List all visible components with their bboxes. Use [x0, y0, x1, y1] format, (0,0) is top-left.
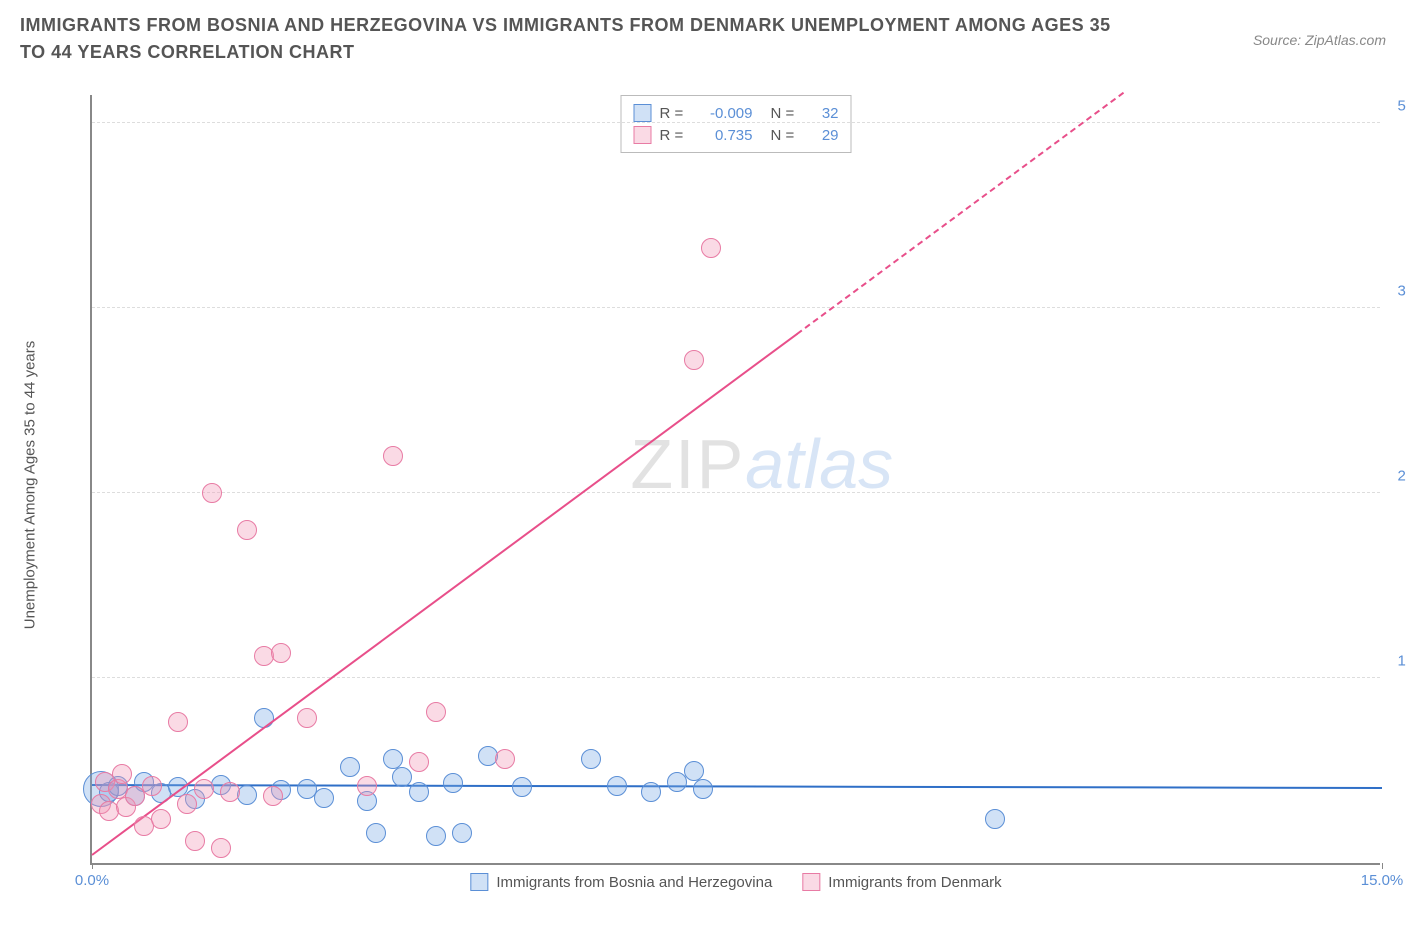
data-point	[392, 767, 412, 787]
legend-swatch	[634, 126, 652, 144]
legend-swatch	[634, 104, 652, 122]
data-point	[211, 838, 231, 858]
data-point	[512, 777, 532, 797]
data-point	[202, 483, 222, 503]
data-point	[314, 788, 334, 808]
data-point	[142, 776, 162, 796]
legend-row: R = 0.735 N = 29	[634, 124, 839, 146]
data-point	[340, 757, 360, 777]
data-point	[409, 782, 429, 802]
data-point	[194, 779, 214, 799]
legend-n-value: 32	[809, 105, 839, 122]
legend-series-label: Immigrants from Bosnia and Herzegovina	[496, 874, 772, 891]
data-point	[357, 776, 377, 796]
data-point	[426, 702, 446, 722]
legend-swatch	[470, 873, 488, 891]
legend-series: Immigrants from Denmark	[802, 873, 1001, 891]
series-legend: Immigrants from Bosnia and Herzegovina Im…	[470, 873, 1001, 891]
data-point	[297, 708, 317, 728]
legend-r-value: 0.735	[698, 127, 753, 144]
data-point	[383, 446, 403, 466]
data-point	[263, 786, 283, 806]
data-point	[426, 826, 446, 846]
x-tick	[1382, 863, 1383, 869]
data-point	[254, 708, 274, 728]
gridline	[92, 677, 1380, 678]
y-tick-label: 50.0%	[1397, 97, 1406, 114]
gridline	[92, 307, 1380, 308]
chart-container: Unemployment Among Ages 35 to 44 years Z…	[60, 95, 1390, 875]
legend-swatch	[802, 873, 820, 891]
data-point	[443, 773, 463, 793]
x-tick-label: 0.0%	[75, 872, 109, 889]
x-tick	[92, 863, 93, 869]
data-point	[985, 809, 1005, 829]
x-tick-label: 15.0%	[1361, 872, 1404, 889]
data-point	[185, 831, 205, 851]
data-point	[581, 749, 601, 769]
correlation-legend: R = -0.009 N = 32 R = 0.735 N = 29	[621, 95, 852, 153]
data-point	[607, 776, 627, 796]
data-point	[112, 764, 132, 784]
legend-r-label: R =	[660, 127, 690, 144]
data-point	[684, 350, 704, 370]
legend-n-label: N =	[771, 105, 801, 122]
legend-n-label: N =	[771, 127, 801, 144]
gridline	[92, 122, 1380, 123]
data-point	[177, 794, 197, 814]
y-axis-label: Unemployment Among Ages 35 to 44 years	[22, 341, 39, 630]
data-point	[220, 782, 240, 802]
source-label: Source: ZipAtlas.com	[1253, 32, 1386, 48]
legend-n-value: 29	[809, 127, 839, 144]
data-point	[495, 749, 515, 769]
data-point	[452, 823, 472, 843]
legend-series: Immigrants from Bosnia and Herzegovina	[470, 873, 772, 891]
data-point	[409, 752, 429, 772]
data-point	[366, 823, 386, 843]
data-point	[271, 643, 291, 663]
data-point	[168, 712, 188, 732]
gridline	[92, 492, 1380, 493]
legend-r-label: R =	[660, 105, 690, 122]
y-tick-label: 12.5%	[1397, 652, 1406, 669]
legend-series-label: Immigrants from Denmark	[828, 874, 1001, 891]
y-tick-label: 25.0%	[1397, 467, 1406, 484]
scatter-plot: ZIPatlas R =-0.009N =32R =0.735N =29 Imm…	[90, 95, 1380, 865]
data-point	[237, 520, 257, 540]
data-point	[237, 785, 257, 805]
data-point	[701, 238, 721, 258]
data-point	[641, 782, 661, 802]
data-point	[693, 779, 713, 799]
y-tick-label: 37.5%	[1397, 282, 1406, 299]
legend-r-value: -0.009	[698, 105, 753, 122]
chart-title: IMMIGRANTS FROM BOSNIA AND HERZEGOVINA V…	[20, 12, 1120, 66]
data-point	[151, 809, 171, 829]
